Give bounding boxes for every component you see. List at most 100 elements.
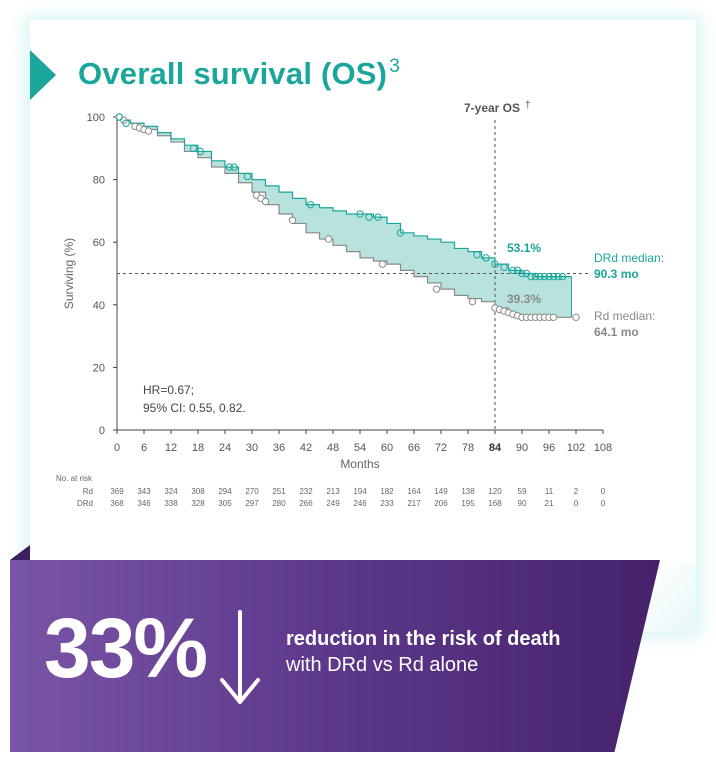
y-tick-label: 0 (99, 425, 105, 437)
rd-censor-mark (432, 285, 441, 293)
drd-median-label: DRd median: (594, 251, 664, 265)
x-tick-label: 0 (114, 442, 120, 454)
rd-median-label: Rd median: (594, 309, 655, 323)
banner-notch (10, 545, 30, 560)
at-risk-value: 217 (407, 499, 421, 508)
drd-censor-mark (230, 163, 238, 171)
drd-censor-mark (115, 113, 123, 121)
at-risk-value: 246 (353, 499, 367, 508)
x-tick-label: 18 (192, 442, 204, 454)
drd-censor-mark (491, 260, 499, 268)
drd-censor-mark (500, 263, 508, 271)
x-tick-label: 48 (327, 442, 339, 454)
drd-censor-mark (482, 254, 490, 262)
drd-censor-mark (531, 272, 540, 281)
at-risk-value: 270 (245, 487, 259, 496)
at-risk-row-label: Rd (83, 487, 93, 496)
result-banner (10, 560, 660, 752)
x-tick-label: 42 (300, 442, 312, 454)
at-risk-value: 0 (601, 487, 606, 496)
rd-censor-mark (261, 197, 270, 206)
rd-censor-mark (288, 216, 297, 224)
y-tick-label: 100 (87, 112, 105, 124)
drd-censor-mark (518, 269, 526, 278)
at-risk-value: 0 (574, 499, 579, 508)
y-tick-label: 20 (93, 362, 105, 374)
x-tick-label: 24 (219, 442, 231, 454)
banner-line-2: with DRd vs Rd alone (286, 654, 479, 676)
drd-censor-mark (545, 272, 553, 281)
drd-censor-mark (243, 172, 252, 181)
at-risk-value: 232 (299, 487, 313, 496)
drd-7yr-os-value: 53.1% (507, 241, 541, 255)
rd-censor-mark (572, 313, 580, 322)
at-risk-value: 164 (407, 487, 421, 496)
at-risk-value: 305 (218, 499, 232, 508)
drd-median-value: 90.3 mo (594, 267, 639, 281)
chart-card (30, 20, 696, 632)
at-risk-value: 194 (353, 487, 367, 496)
x-axis-label: Months (340, 457, 379, 471)
at-risk-value: 120 (488, 487, 502, 496)
title-text: Overall survival (OS) (78, 56, 388, 91)
y-axis-label: Surviving (%) (62, 238, 76, 309)
at-risk-value: 343 (137, 487, 151, 496)
x-tick-label: 72 (435, 442, 447, 454)
at-risk-value: 11 (545, 487, 554, 496)
drd-censor-mark (189, 144, 198, 153)
drd-censor-mark (374, 213, 382, 221)
at-risk-value: 294 (218, 487, 232, 496)
at-risk-value: 213 (326, 487, 340, 496)
at-risk-value: 338 (164, 499, 178, 508)
rd-censor-mark (468, 297, 477, 306)
x-tick-label: 102 (567, 442, 585, 454)
x-tick-label: 78 (462, 442, 474, 454)
rd-median-value: 64.1 mo (594, 325, 639, 339)
at-risk-value: 297 (245, 499, 259, 508)
at-risk-value: 0 (601, 499, 606, 508)
drd-censor-mark (196, 147, 204, 156)
y-tick-label: 60 (93, 237, 105, 249)
risk-reduction-percent: 33% (44, 601, 208, 695)
seven-year-os-superscript: † (525, 100, 531, 111)
at-risk-value: 266 (299, 499, 313, 508)
x-tick-label: 36 (273, 442, 285, 454)
rd-censor-mark (144, 127, 153, 135)
at-risk-value: 251 (272, 487, 286, 496)
at-risk-value: 233 (380, 499, 394, 508)
down-arrow-icon (220, 610, 260, 704)
at-risk-value: 328 (191, 499, 205, 508)
title-marker-icon (30, 50, 56, 100)
at-risk-value: 346 (137, 499, 151, 508)
at-risk-value: 369 (110, 487, 124, 496)
at-risk-value: 324 (164, 487, 178, 496)
drd-censor-mark (122, 119, 130, 127)
x-tick-label: 84 (489, 442, 502, 454)
drd-censor-mark (527, 272, 535, 281)
confidence-interval-label: 95% CI: 0.55, 0.82. (143, 401, 246, 415)
rd-censor-mark (324, 235, 333, 243)
drd-censor-mark (396, 229, 405, 237)
at-risk-value: 249 (326, 499, 340, 508)
banner-message: reduction in the risk of death with DRd … (286, 626, 560, 678)
title-superscript: 3 (389, 56, 400, 77)
x-tick-label: 90 (516, 442, 528, 454)
rd-censor-mark (549, 313, 558, 322)
drd-censor-mark (509, 266, 517, 275)
rd-censor-mark (378, 260, 387, 268)
x-tick-label: 60 (381, 442, 393, 454)
x-tick-label: 30 (246, 442, 258, 454)
drd-censor-mark (558, 272, 567, 281)
at-risk-row-label: DRd (77, 499, 93, 508)
x-tick-label: 96 (543, 442, 555, 454)
drd-censor-mark (356, 210, 364, 218)
at-risk-value: 206 (434, 499, 448, 508)
drd-censor-mark (540, 272, 549, 281)
page-title: Overall survival (OS) 3 (78, 56, 400, 92)
drd-survival-line (117, 116, 572, 278)
survival-difference-area (117, 117, 572, 318)
y-tick-label: 80 (93, 175, 105, 187)
at-risk-value: 182 (380, 487, 394, 496)
drd-censor-mark (536, 272, 544, 281)
